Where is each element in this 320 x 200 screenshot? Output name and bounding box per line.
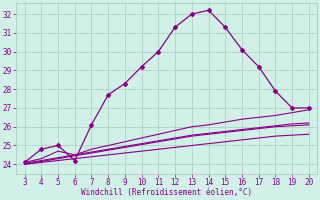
X-axis label: Windchill (Refroidissement éolien,°C): Windchill (Refroidissement éolien,°C) <box>81 188 252 197</box>
